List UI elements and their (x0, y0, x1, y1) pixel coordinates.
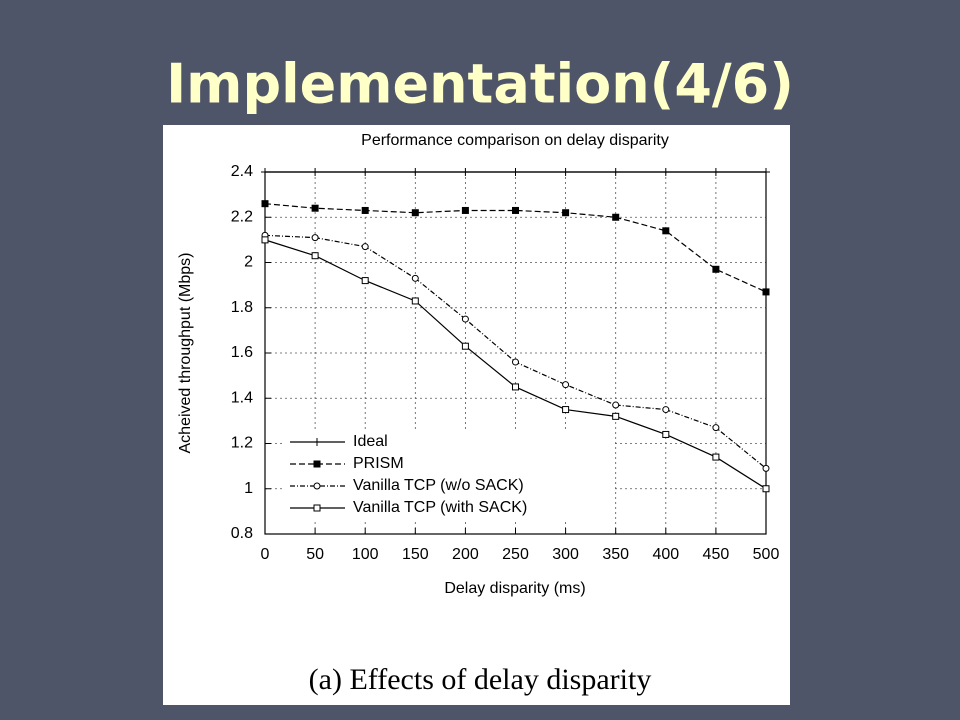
marker (662, 227, 670, 235)
y-tick-label: 1 (244, 480, 253, 497)
legend-label: PRISM (353, 455, 404, 472)
marker (461, 342, 469, 350)
x-tick-label: 250 (502, 546, 529, 563)
x-tick-label: 300 (552, 546, 579, 563)
marker (612, 412, 620, 420)
chart-title: Performance comparison on delay disparit… (361, 132, 669, 149)
marker (361, 206, 369, 214)
x-axis-label: Delay disparity (ms) (444, 580, 585, 597)
marker (762, 485, 770, 493)
marker (512, 358, 519, 366)
marker (361, 243, 369, 251)
x-tick-label: 150 (402, 546, 429, 563)
x-tick-label: 100 (352, 546, 379, 563)
marker (662, 430, 670, 438)
series-line (264, 203, 767, 293)
marker (611, 168, 620, 176)
legend-marker (313, 460, 321, 468)
marker (762, 168, 770, 176)
x-tick-label: 0 (261, 546, 270, 563)
y-tick-label: 1.8 (231, 299, 253, 316)
marker (712, 265, 720, 273)
marker (661, 168, 670, 176)
legend-box (285, 430, 615, 522)
marker (411, 274, 419, 282)
legend-label: Vanilla TCP (with SACK) (353, 499, 527, 516)
marker (361, 277, 369, 285)
marker (512, 206, 519, 214)
marker (612, 401, 620, 409)
x-tick-label: 450 (703, 546, 730, 563)
caption: (a) Effects of delay disparity (309, 663, 652, 696)
marker (711, 168, 720, 176)
marker (311, 204, 319, 212)
y-tick-label: 2 (244, 254, 253, 271)
x-tick-label: 350 (602, 546, 629, 563)
x-tick-label: 50 (306, 546, 324, 563)
figure-panel (163, 125, 790, 705)
y-tick-label: 2.2 (231, 208, 253, 225)
marker (461, 206, 469, 214)
marker (712, 424, 720, 432)
y-axis-label: Acheived throughput (Mbps) (177, 253, 194, 454)
marker (712, 453, 720, 461)
marker (361, 168, 370, 176)
marker (612, 213, 620, 221)
x-tick-label: 400 (652, 546, 679, 563)
marker (511, 168, 520, 176)
y-tick-label: 1.6 (231, 344, 253, 361)
slide-title: Implementation(4/6) (166, 53, 794, 116)
marker (411, 168, 420, 176)
marker (662, 406, 670, 414)
legend-marker (313, 504, 321, 512)
y-tick-label: 2.4 (231, 163, 253, 180)
legend-label: Vanilla TCP (w/o SACK) (353, 477, 524, 494)
marker (411, 209, 419, 217)
marker (411, 297, 419, 305)
marker (261, 168, 269, 176)
marker (562, 209, 570, 217)
marker (762, 464, 770, 472)
legend-label: Ideal (353, 433, 388, 450)
marker (311, 234, 319, 242)
x-tick-label: 500 (753, 546, 780, 563)
y-tick-label: 1.4 (231, 389, 253, 406)
marker (561, 168, 570, 176)
marker (261, 200, 269, 208)
x-tick-label: 200 (452, 546, 479, 563)
marker (311, 168, 320, 176)
marker (261, 236, 269, 244)
marker (461, 168, 470, 176)
legend-marker (313, 482, 321, 490)
y-tick-label: 0.8 (231, 525, 253, 542)
marker (562, 381, 570, 389)
marker (762, 288, 770, 296)
marker (562, 406, 570, 414)
marker (461, 315, 469, 323)
legend-marker (313, 438, 321, 446)
y-tick-label: 1.2 (231, 435, 253, 452)
marker (311, 252, 319, 260)
marker (512, 383, 519, 391)
